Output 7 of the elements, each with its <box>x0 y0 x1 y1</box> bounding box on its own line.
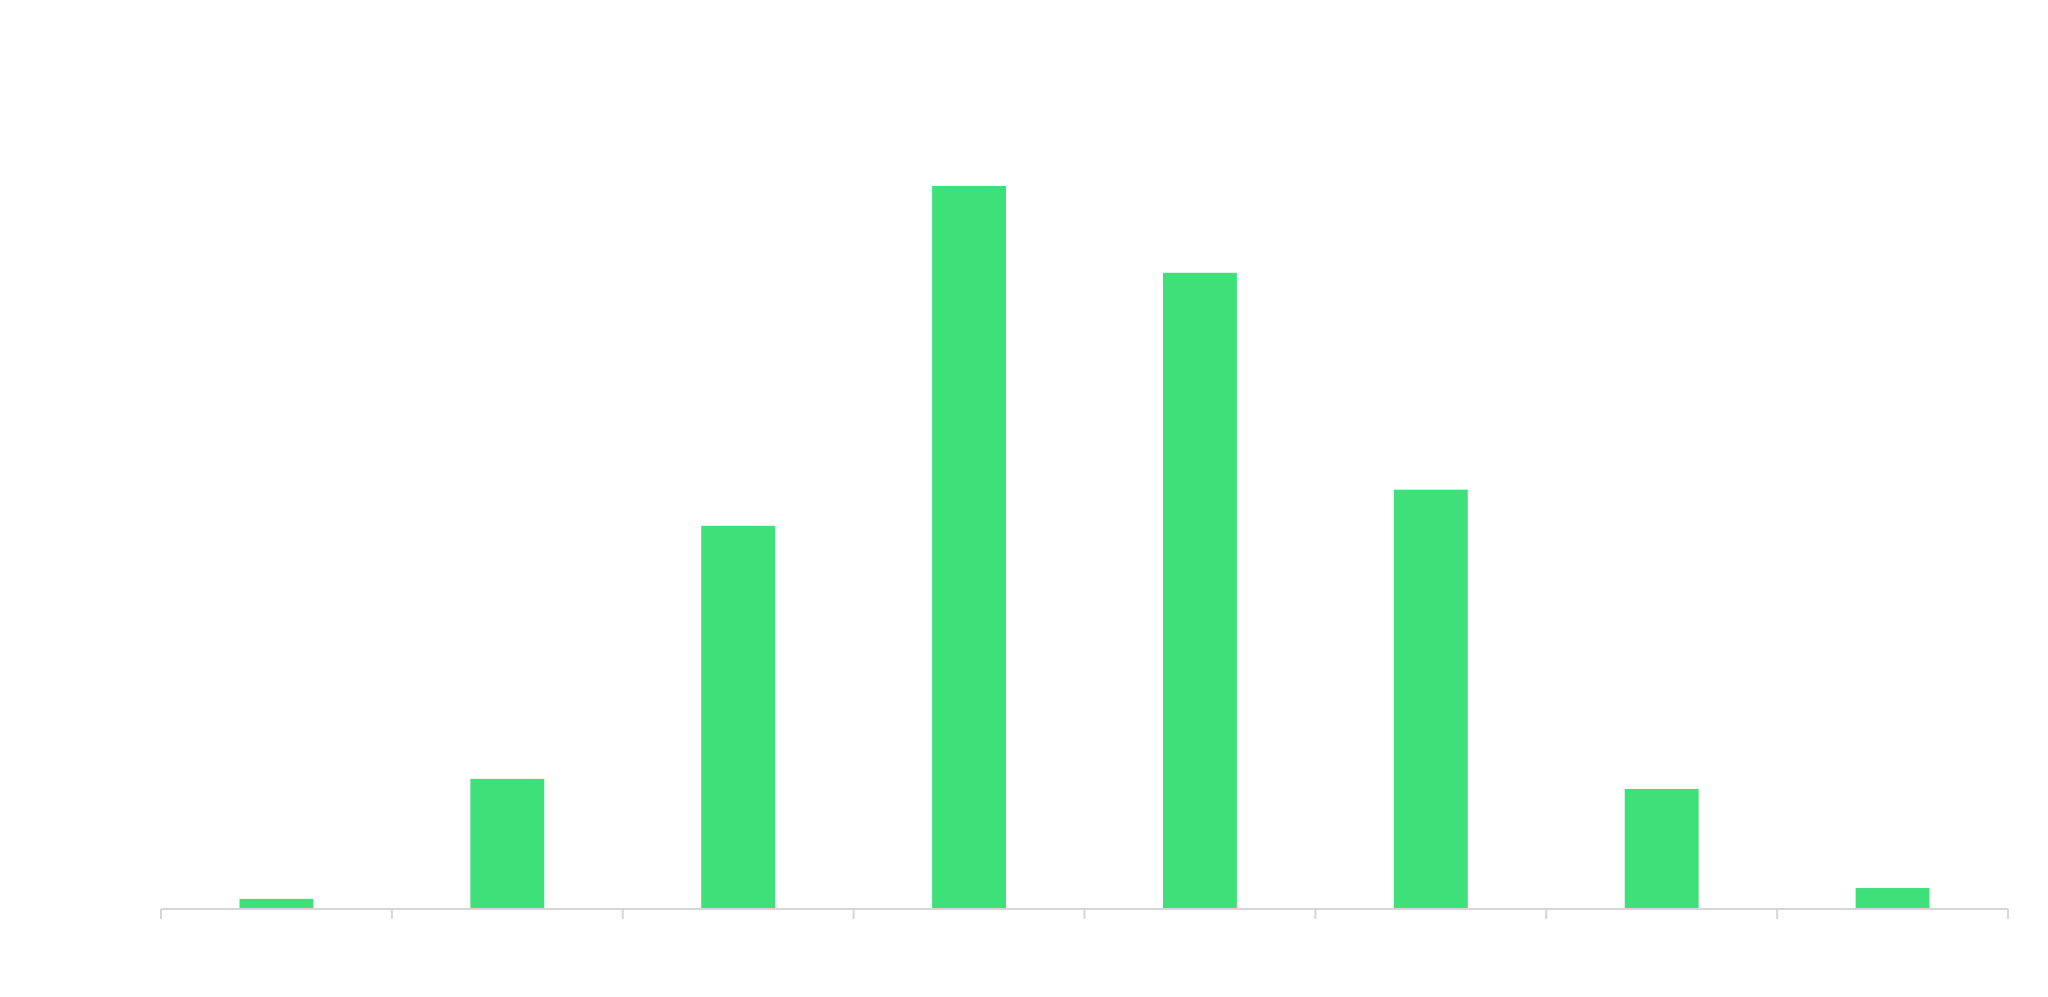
bar <box>1163 272 1237 909</box>
bar <box>470 778 545 909</box>
bar <box>1624 788 1699 909</box>
bar <box>1393 489 1468 909</box>
bar <box>1855 888 1930 909</box>
bar <box>932 186 1006 909</box>
bar <box>701 525 776 909</box>
